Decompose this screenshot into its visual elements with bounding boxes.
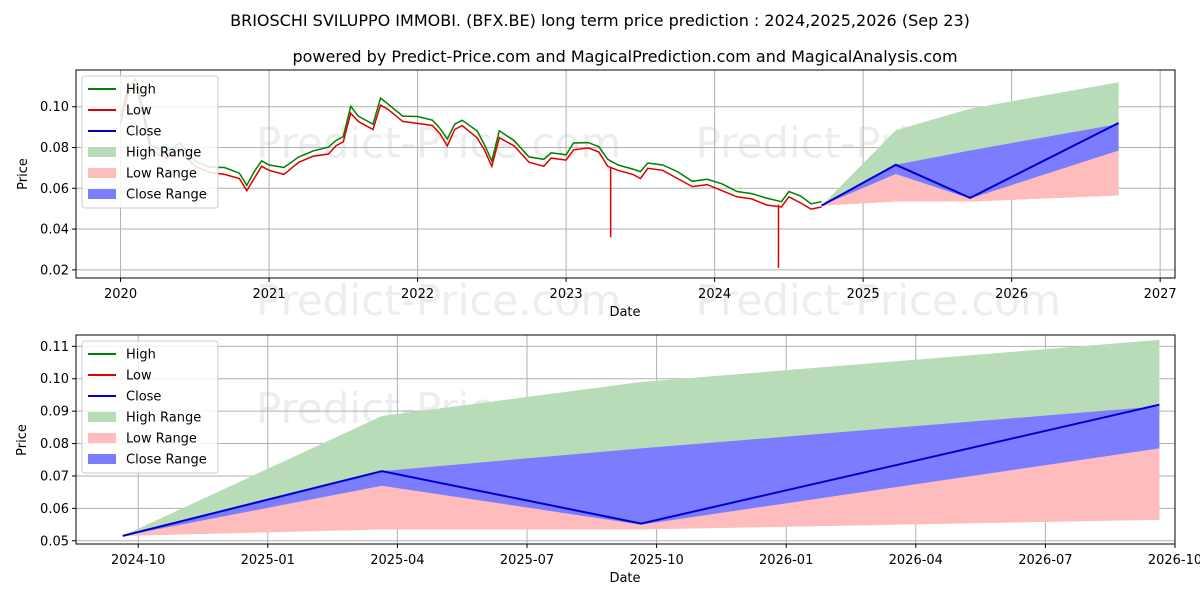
top-watermark-group: Predict-Price.com Predict-Price.comPredic…: [256, 118, 1061, 325]
chart-title: BRIOSCHI SVILUPPO IMMOBI. (BFX.BE) long …: [230, 11, 970, 30]
bottom-ticks: 2024-10 2025-01 2025-04 2025-07 2025-10 2026-…: [40, 340, 1200, 568]
legend-label: Close: [126, 125, 161, 140]
chart-subtitle: powered by Predict-Price.com and Magical…: [292, 47, 957, 66]
y-tick-label: 0.10: [40, 100, 69, 115]
legend-label: Low Range: [126, 167, 197, 182]
bottom-series: [122, 339, 1160, 537]
legend-patch-swatch: [88, 168, 116, 178]
x-tick-label: 2021: [253, 287, 286, 302]
y-tick-label: 0.02: [40, 263, 69, 278]
x-tick-label: 2025-10: [629, 553, 683, 568]
bottom-y-label: Price: [15, 424, 30, 456]
close-forecast-line: [821, 122, 1120, 207]
bottom-x-label: Date: [609, 571, 640, 586]
x-tick-label: 2024-10: [111, 553, 165, 568]
low-range-band: [821, 150, 1119, 206]
x-tick-label: 2020: [104, 287, 137, 302]
close-range-band: [122, 406, 1160, 536]
legend-label: High Range: [126, 411, 201, 426]
top-legend: High Low Close High Range Low Range Close Ran…: [81, 75, 219, 209]
top-series: [119, 77, 1120, 268]
x-tick-label: 2025-01: [241, 553, 295, 568]
low-history-line: [119, 83, 822, 210]
y-tick-label: 0.07: [40, 469, 69, 484]
y-tick-label: 0.09: [40, 405, 69, 420]
legend-label: Low: [126, 104, 152, 119]
top-grid: [76, 70, 1175, 278]
y-tick-label: 0.08: [40, 437, 69, 452]
y-tick-label: 0.06: [40, 502, 69, 517]
legend-patch-swatch: [88, 189, 116, 199]
close-forecast-line: [122, 403, 1160, 537]
legend-patch-swatch: [88, 147, 116, 157]
legend-label: Low Range: [126, 432, 197, 447]
x-tick-label: 2026-04: [889, 553, 943, 568]
top-ticks: 2020 2021 2022 2023 2024 2025 2026 2027 0.02 0.04…: [40, 100, 1177, 302]
x-tick-label: 2024: [698, 287, 731, 302]
x-tick-label: 2025-04: [370, 553, 424, 568]
y-tick-label: 0.08: [40, 141, 69, 156]
high-history-line: [119, 77, 822, 205]
legend-label: Close Range: [126, 453, 207, 468]
y-tick-label: 0.11: [40, 340, 69, 355]
legend-label: Close: [126, 390, 161, 405]
watermark-text: Predict-Price.com: [256, 276, 621, 325]
legend-label: Close Range: [126, 188, 207, 203]
y-tick-label: 0.06: [40, 182, 69, 197]
x-tick-label: 2025-07: [500, 553, 554, 568]
legend-label: High: [126, 348, 156, 363]
x-tick-label: 2027: [1144, 287, 1177, 302]
x-tick-label: 2026-10: [1148, 553, 1200, 568]
legend-label: High: [126, 83, 156, 98]
low-range-band: [122, 448, 1160, 536]
x-tick-label: 2026: [995, 287, 1028, 302]
top-plot: Predict-Price.com Predict-Price.comPredic…: [16, 69, 1177, 325]
x-tick-label: 2022: [401, 287, 434, 302]
top-y-label: Price: [16, 158, 31, 190]
top-x-label: Date: [609, 305, 640, 320]
x-tick-label: 2023: [550, 287, 583, 302]
legend-patch-swatch: [88, 433, 116, 443]
legend-label: Low: [126, 369, 152, 384]
x-tick-label: 2025: [847, 287, 880, 302]
y-tick-label: 0.10: [40, 372, 69, 387]
legend-patch-swatch: [88, 412, 116, 422]
legend-patch-swatch: [88, 454, 116, 464]
x-tick-label: 2026-07: [1018, 553, 1072, 568]
legend-label: High Range: [126, 146, 201, 161]
close-range-band: [821, 124, 1119, 206]
x-tick-label: 2026-01: [759, 553, 813, 568]
watermark-text: Predict-Price.com: [696, 276, 1061, 325]
y-tick-label: 0.05: [40, 534, 69, 549]
y-tick-label: 0.04: [40, 223, 69, 238]
bottom-legend: High Low Close High Range Low Range Close Ran…: [81, 340, 219, 474]
